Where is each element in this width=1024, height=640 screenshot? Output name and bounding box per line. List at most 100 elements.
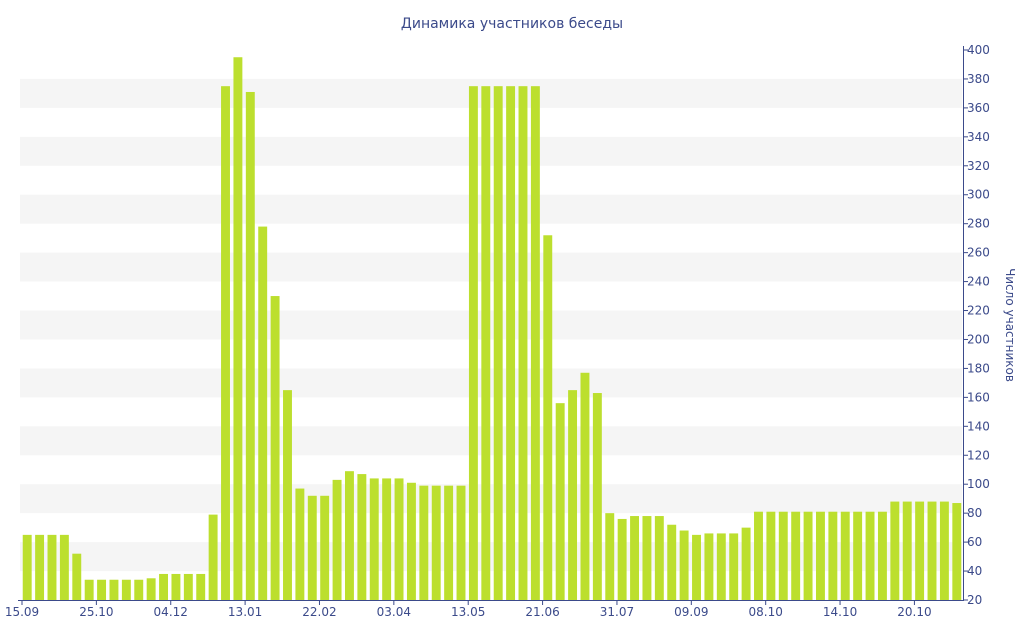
bar[interactable] xyxy=(47,534,57,600)
bar[interactable] xyxy=(208,514,218,600)
y-tick-label: 380 xyxy=(967,72,990,86)
bar[interactable] xyxy=(97,579,107,600)
bar[interactable] xyxy=(815,511,825,600)
bar[interactable] xyxy=(754,511,763,600)
bar[interactable] xyxy=(617,518,627,600)
y-tick-label: 140 xyxy=(967,419,990,433)
x-tick-label: 03.04 xyxy=(377,605,411,619)
bar[interactable] xyxy=(245,91,255,600)
y-tick-label: 180 xyxy=(967,361,990,375)
bar[interactable] xyxy=(580,372,590,600)
grid-band xyxy=(20,368,962,398)
bar[interactable] xyxy=(877,511,887,600)
grid-bands xyxy=(20,78,962,572)
bar[interactable] xyxy=(803,511,813,600)
bar[interactable] xyxy=(233,57,243,601)
bar[interactable] xyxy=(927,501,937,600)
bar[interactable] xyxy=(394,478,404,600)
y-tick-label: 200 xyxy=(967,332,990,346)
bar[interactable] xyxy=(295,488,305,600)
bar[interactable] xyxy=(171,573,181,600)
bar[interactable] xyxy=(679,530,689,600)
x-tick-label: 25.10 xyxy=(79,605,113,619)
bar[interactable] xyxy=(741,527,751,600)
bar[interactable] xyxy=(518,86,528,601)
bar[interactable] xyxy=(369,478,379,600)
x-tick-label: 08.10 xyxy=(749,605,783,619)
bar[interactable] xyxy=(59,534,69,600)
bar[interactable] xyxy=(258,226,268,600)
bar[interactable] xyxy=(642,516,652,600)
bar[interactable] xyxy=(344,471,354,600)
bar[interactable] xyxy=(890,501,900,600)
bar[interactable] xyxy=(902,501,912,600)
x-tick-label: 31.07 xyxy=(600,605,634,619)
bar[interactable] xyxy=(840,511,850,600)
bar[interactable] xyxy=(431,485,441,600)
bar[interactable] xyxy=(134,579,144,600)
y-tick-label: 240 xyxy=(967,275,990,289)
bar[interactable] xyxy=(320,495,330,600)
bar[interactable] xyxy=(468,86,478,601)
bar[interactable] xyxy=(865,511,875,600)
bar[interactable] xyxy=(915,501,925,600)
bar[interactable] xyxy=(939,501,949,600)
bar[interactable] xyxy=(778,511,788,600)
bar[interactable] xyxy=(221,86,230,601)
y-tick-label: 320 xyxy=(967,159,990,173)
grid-band xyxy=(20,78,962,108)
bar[interactable] xyxy=(667,524,677,600)
bar[interactable] xyxy=(828,511,838,600)
bar[interactable] xyxy=(555,403,565,600)
x-tick-label: 04.12 xyxy=(154,605,188,619)
bar[interactable] xyxy=(506,86,516,601)
bar[interactable] xyxy=(605,513,615,600)
y-tick-label: 20 xyxy=(967,593,982,607)
bar[interactable] xyxy=(729,533,739,600)
bar[interactable] xyxy=(456,485,466,600)
bar[interactable] xyxy=(22,534,32,600)
bar[interactable] xyxy=(853,511,863,600)
bar[interactable] xyxy=(146,578,156,600)
bar[interactable] xyxy=(481,86,491,601)
bar[interactable] xyxy=(568,390,578,600)
bar[interactable] xyxy=(630,516,640,600)
bar[interactable] xyxy=(419,485,429,600)
grid-band xyxy=(20,484,962,514)
bar[interactable] xyxy=(766,511,776,600)
bar[interactable] xyxy=(183,573,193,600)
bar[interactable] xyxy=(84,579,94,600)
bar[interactable] xyxy=(444,485,454,600)
bar[interactable] xyxy=(704,533,714,600)
bar[interactable] xyxy=(196,573,206,600)
y-tick-label: 260 xyxy=(967,246,990,260)
bar[interactable] xyxy=(406,482,416,600)
bar[interactable] xyxy=(791,511,801,600)
bar[interactable] xyxy=(692,534,701,600)
bar[interactable] xyxy=(654,516,664,600)
bar[interactable] xyxy=(72,553,82,600)
y-tick-label: 120 xyxy=(967,448,990,462)
bar[interactable] xyxy=(530,86,540,601)
grid-band xyxy=(20,310,962,340)
bar[interactable] xyxy=(592,393,602,600)
y-axis-ticks: 20 40 60 80 100 120 140 160 180 200 220 240 260 280 30… xyxy=(963,43,990,607)
bar[interactable] xyxy=(543,235,553,600)
bar[interactable] xyxy=(270,296,280,600)
bar[interactable] xyxy=(121,579,131,600)
y-tick-label: 60 xyxy=(967,535,982,549)
grid-band xyxy=(20,136,962,166)
bar[interactable] xyxy=(952,503,962,600)
bar[interactable] xyxy=(357,474,367,600)
bar[interactable] xyxy=(35,534,45,600)
bar[interactable] xyxy=(493,86,503,601)
bar[interactable] xyxy=(159,573,169,600)
x-tick-label: 21.06 xyxy=(525,605,559,619)
bar[interactable] xyxy=(382,478,392,600)
bar[interactable] xyxy=(716,533,726,600)
bar[interactable] xyxy=(109,579,119,600)
bar[interactable] xyxy=(283,390,292,600)
bar[interactable] xyxy=(307,495,317,600)
bar[interactable] xyxy=(332,479,342,600)
